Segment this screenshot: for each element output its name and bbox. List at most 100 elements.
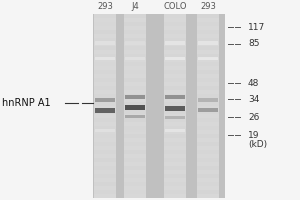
Bar [124,30,146,34]
Bar [94,102,116,106]
Bar [164,126,186,130]
Bar [124,78,146,82]
Bar [197,54,219,58]
Text: 19: 19 [248,130,260,140]
Bar [164,86,186,90]
Bar [124,38,146,42]
Bar [125,41,145,45]
Bar [164,30,186,34]
Bar [94,158,116,162]
Bar [94,174,116,178]
Bar [164,166,186,170]
Text: J4: J4 [131,2,139,11]
Bar [125,104,145,110]
Bar [197,46,219,50]
Bar [124,142,146,146]
Bar [124,118,146,122]
Bar [197,62,219,66]
Bar [124,150,146,154]
Bar [124,174,146,178]
Bar [125,114,145,117]
Bar [95,98,115,102]
Bar [94,182,116,186]
Bar [124,22,146,26]
Bar [165,106,185,110]
Bar [94,126,116,130]
Bar [124,182,146,186]
Bar [124,86,146,90]
Bar [164,174,186,178]
Bar [124,126,146,130]
Bar [197,70,219,74]
Bar [94,78,116,82]
Bar [164,46,186,50]
Bar [95,56,115,60]
Bar [94,142,116,146]
Bar [197,182,219,186]
Bar [197,190,219,194]
Bar [94,110,116,114]
Text: 85: 85 [248,40,260,48]
Bar [94,38,116,42]
Bar [124,94,146,98]
Bar [94,150,116,154]
Text: 293: 293 [97,2,113,11]
Bar [124,14,146,18]
Bar [198,108,218,112]
Bar [164,118,186,122]
Bar [164,22,186,26]
Bar [124,46,146,50]
Bar [94,54,116,58]
Bar [94,86,116,90]
Bar [94,30,116,34]
Bar [164,142,186,146]
Bar [164,62,186,66]
Bar [164,134,186,138]
Bar [164,190,186,194]
Bar [164,182,186,186]
Bar [164,78,186,82]
Bar [95,108,115,112]
Bar [124,110,146,114]
Bar [164,70,186,74]
Bar [197,166,219,170]
Bar [124,190,146,194]
Bar [94,46,116,50]
Bar [94,166,116,170]
Text: (kD): (kD) [248,140,267,150]
Bar [165,95,185,99]
Bar [94,134,116,138]
Bar [197,94,219,98]
Bar [164,110,186,114]
Text: 117: 117 [248,22,265,31]
Bar [198,41,218,45]
Bar [197,14,219,18]
Bar [198,56,218,60]
Bar [94,118,116,122]
Bar [197,142,219,146]
Bar [197,86,219,90]
Text: 34: 34 [248,95,260,104]
Bar [197,126,219,130]
Bar [197,14,219,198]
Bar [164,14,186,198]
Bar [124,62,146,66]
Bar [197,38,219,42]
Bar [164,38,186,42]
Bar [164,14,186,18]
Bar [164,102,186,106]
Bar [165,41,185,45]
Bar [94,94,116,98]
Bar [124,158,146,162]
Bar [94,14,116,18]
Bar [124,14,146,198]
Text: hnRNP A1: hnRNP A1 [2,98,51,108]
Bar [197,158,219,162]
Bar [165,56,185,60]
Bar [124,102,146,106]
Bar [95,129,115,132]
Bar [124,166,146,170]
Bar [198,98,218,102]
Bar [93,14,225,198]
Bar [124,70,146,74]
